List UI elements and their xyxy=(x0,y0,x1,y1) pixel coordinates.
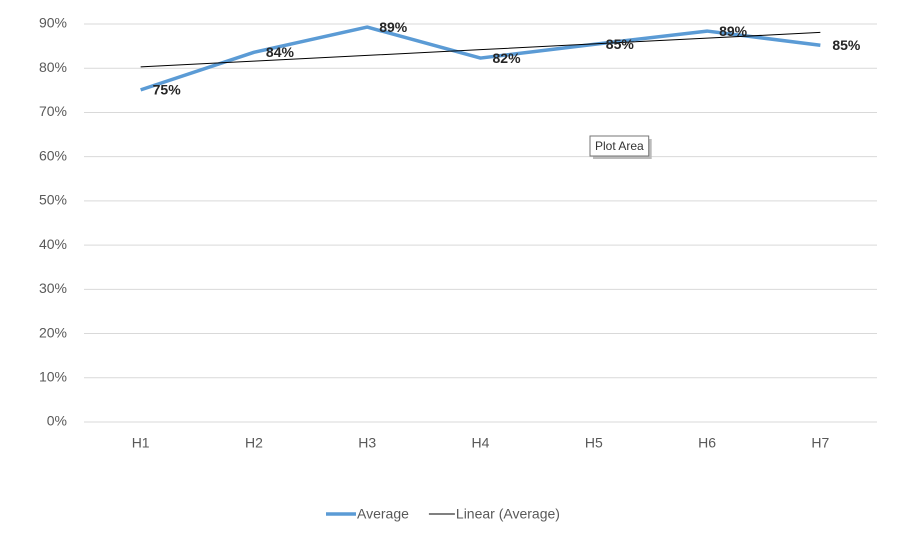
data-label: 84% xyxy=(266,44,295,60)
x-tick-label: H5 xyxy=(585,435,603,451)
legend-label: Average xyxy=(357,506,409,522)
trend-line xyxy=(140,31,821,68)
y-tick-label: 40% xyxy=(39,236,67,252)
tooltip-text: Plot Area xyxy=(595,139,644,153)
data-label: 89% xyxy=(719,23,748,39)
legend-label: Linear (Average) xyxy=(456,506,560,522)
data-line xyxy=(140,25,821,92)
y-tick-label: 80% xyxy=(39,59,67,75)
data-label: 75% xyxy=(153,82,182,98)
tooltip: Plot Area xyxy=(589,135,652,159)
x-tick-label: H2 xyxy=(245,435,263,451)
y-tick-label: 10% xyxy=(39,368,67,384)
y-tick-label: 30% xyxy=(39,280,67,296)
y-tick-label: 50% xyxy=(39,192,67,208)
y-tick-label: 20% xyxy=(39,324,67,340)
y-tick-label: 60% xyxy=(39,147,67,163)
y-tick-label: 70% xyxy=(39,103,67,119)
x-tick-label: H6 xyxy=(698,435,716,451)
x-tick-label: H4 xyxy=(472,435,490,451)
x-tick-label: H1 xyxy=(132,435,150,451)
data-label: 85% xyxy=(606,36,635,52)
data-label: 85% xyxy=(832,37,861,53)
data-label: 82% xyxy=(493,50,522,66)
y-tick-label: 0% xyxy=(47,413,67,429)
y-tick-label: 90% xyxy=(39,15,67,31)
data-label: 89% xyxy=(379,19,408,35)
x-tick-label: H7 xyxy=(811,435,829,451)
tooltip-box xyxy=(589,135,650,157)
x-tick-label: H3 xyxy=(358,435,376,451)
